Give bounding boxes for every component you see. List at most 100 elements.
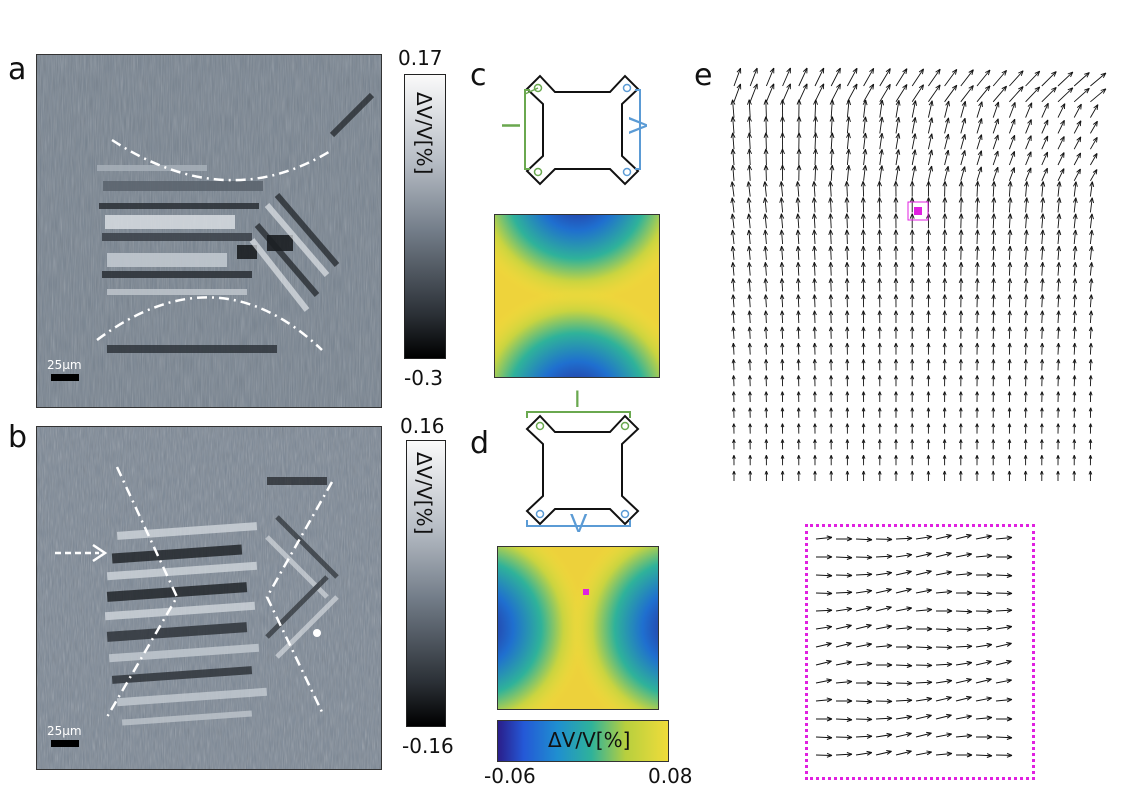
vector-arrow <box>828 294 834 308</box>
vector-arrow <box>955 733 973 739</box>
vector-arrow <box>813 148 818 166</box>
vector-arrow <box>975 375 980 387</box>
vector-arrow <box>815 607 833 613</box>
vector-arrow <box>955 626 973 632</box>
vector-arrow <box>894 470 898 481</box>
panel-label-e: e <box>694 58 713 93</box>
vector-arrow <box>780 164 785 181</box>
vector-arrow <box>815 535 833 541</box>
vector-arrow <box>879 99 885 118</box>
vector-arrow <box>1023 310 1029 324</box>
vector-arrow <box>1008 118 1016 134</box>
vector-arrow <box>763 326 769 339</box>
vector-arrow <box>958 181 964 197</box>
vector-arrow <box>764 342 769 355</box>
vector-arrow <box>875 536 893 542</box>
vector-arrow <box>1007 245 1013 260</box>
device-schematic-c <box>524 74 641 186</box>
vector-arrow <box>1057 119 1065 134</box>
vector-arrow <box>835 572 853 578</box>
zoom-region-center <box>914 207 922 215</box>
vector-arrow <box>942 375 947 387</box>
map-c <box>494 214 660 378</box>
vector-arrow <box>763 213 768 229</box>
colorbar-d <box>497 720 669 762</box>
vector-arrow <box>991 229 997 245</box>
vector-arrow <box>1088 391 1093 403</box>
vector-arrow <box>893 229 899 245</box>
vector-arrow <box>942 423 947 434</box>
vector-arrow <box>942 181 948 197</box>
colorbar-b-min: -0.16 <box>402 734 454 758</box>
vector-arrow <box>1023 294 1029 308</box>
vector-arrow <box>1007 359 1012 371</box>
vector-arrow <box>1090 88 1107 103</box>
vector-arrow <box>764 455 769 466</box>
vector-arrow <box>911 68 924 87</box>
vector-arrow <box>796 439 801 450</box>
vector-arrow <box>812 326 817 339</box>
vector-arrow <box>1057 136 1065 150</box>
vector-arrow <box>796 407 801 418</box>
vector-arrow <box>1025 70 1041 87</box>
vector-arrow <box>780 375 785 387</box>
vector-arrow <box>1025 135 1032 150</box>
vector-arrow <box>1073 152 1082 166</box>
vector-arrow <box>1023 213 1029 229</box>
vector-arrow <box>1057 103 1066 118</box>
vector-arrow <box>796 148 802 166</box>
vector-arrow <box>747 132 752 150</box>
vector-arrow <box>879 116 884 134</box>
vector-arrow <box>763 164 769 181</box>
vector-arrow <box>1040 391 1044 403</box>
vector-arrow <box>730 116 736 134</box>
vector-arrow <box>878 149 884 166</box>
micrograph-b: 25µm <box>36 426 382 770</box>
vector-arrow <box>1072 391 1077 403</box>
vector-arrow <box>796 116 802 134</box>
vector-arrow <box>764 439 769 450</box>
vector-arrow <box>992 101 1000 118</box>
micrograph-a-image <box>37 55 381 407</box>
vector-arrow <box>1040 181 1046 197</box>
vector-arrow <box>909 229 915 244</box>
vector-arrow <box>1023 470 1028 481</box>
vector-arrow <box>944 100 950 118</box>
vector-arrow <box>1089 197 1095 213</box>
vector-arrow <box>1088 407 1093 418</box>
scale-label-b: 25µm <box>47 724 82 738</box>
vector-arrow <box>763 148 769 166</box>
vector-arrow <box>1088 359 1093 371</box>
vector-arrow <box>944 117 950 134</box>
vector-arrow <box>976 134 983 150</box>
vector-arrow <box>1073 103 1082 118</box>
vector-arrow <box>855 623 872 630</box>
vector-arrow <box>813 439 817 450</box>
vector-arrow <box>764 470 769 481</box>
vector-arrow <box>975 553 993 559</box>
vector-arrow <box>762 197 768 213</box>
vector-arrow <box>860 197 866 213</box>
vector-arrow <box>764 423 769 434</box>
vector-arrow <box>944 69 958 87</box>
vector-arrow <box>796 342 801 355</box>
vector-arrow <box>1007 423 1012 434</box>
vector-arrow <box>1072 213 1078 229</box>
vector-arrow <box>991 391 996 403</box>
vector-arrow <box>955 533 972 540</box>
vector-arrow <box>844 245 850 260</box>
vector-arrow <box>780 470 785 481</box>
vector-arrow <box>748 439 752 450</box>
vector-arrow <box>942 229 948 245</box>
vector-arrow <box>1025 119 1032 134</box>
vector-arrow <box>910 326 915 339</box>
vector-arrow <box>942 342 947 355</box>
vector-arrow <box>828 310 834 324</box>
vector-arrow <box>855 716 873 722</box>
vector-arrow <box>975 326 980 339</box>
vector-arrow <box>995 752 1013 758</box>
vector-arrow <box>1023 326 1029 339</box>
vector-arrow <box>975 278 980 292</box>
vector-arrow <box>829 407 833 418</box>
vector-arrow <box>811 181 817 197</box>
